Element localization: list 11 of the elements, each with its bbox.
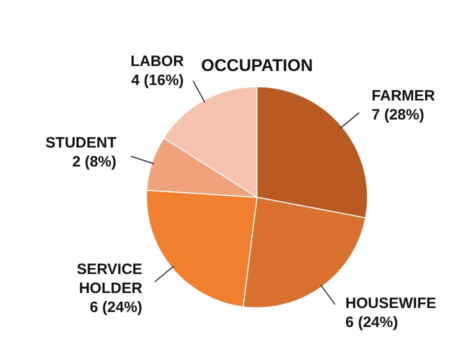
data-label: 6 (24%): [90, 298, 142, 316]
data-label: 6 (24%): [345, 314, 398, 332]
slice-label: HOUSEWIFE: [345, 295, 436, 312]
slice-label: LABOR: [130, 52, 184, 70]
slice-label: SERVICE HOLDER: [76, 260, 142, 297]
data-label: 7 (28%): [372, 106, 424, 124]
chart-title: OCCUPATION: [201, 56, 313, 75]
data-label: 4 (16%): [131, 72, 184, 89]
data-label: 2 (8%): [72, 153, 116, 170]
slice-label: STUDENT: [46, 134, 116, 152]
slice-label: FARMER: [372, 87, 436, 104]
